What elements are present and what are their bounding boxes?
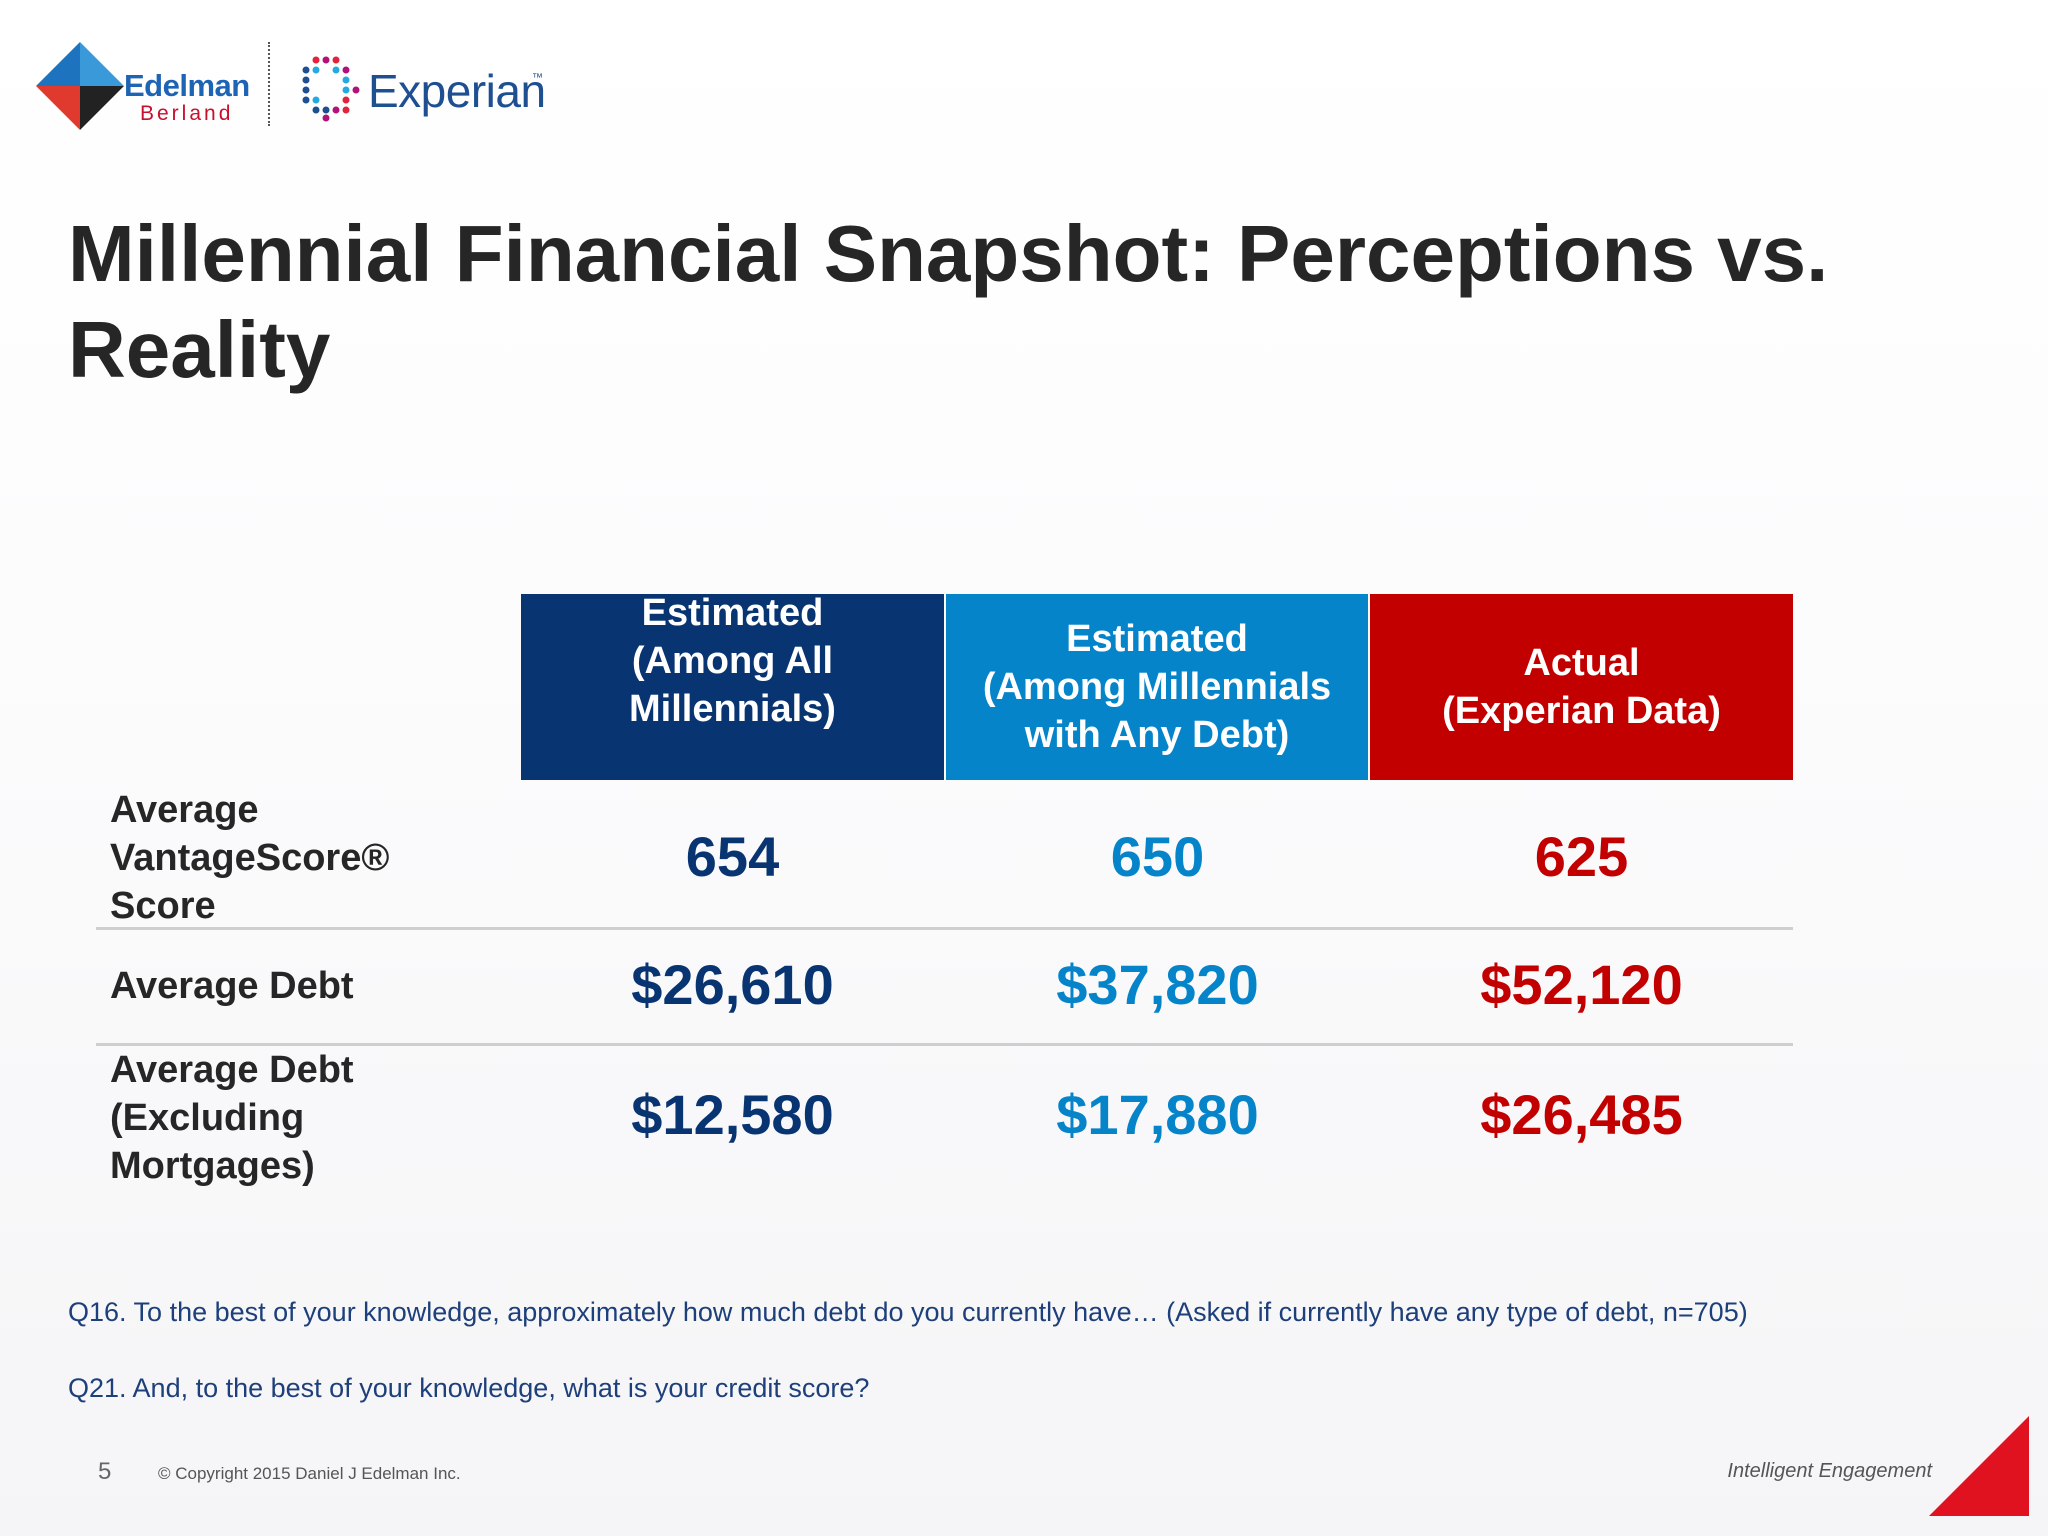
cell-debt-estimated-all: $26,610 [631, 953, 834, 1016]
slide-title: Millennial Financial Snapshot: Perceptio… [68, 209, 1829, 394]
berland-logo-text: Berland [140, 102, 234, 125]
row-label-vantagescore: Average VantageScore® Score [110, 789, 390, 927]
page-number: 5 [98, 1458, 112, 1485]
row-divider [96, 1043, 1793, 1046]
cell-nonmortgage-estimated-all: $12,580 [631, 1083, 834, 1146]
edelman-berland-logo: Edelman Berland [36, 42, 250, 132]
row-label-average-debt: Average Debt [110, 965, 354, 1007]
header-estimated-all-label: Estimated (Among All Millennials) [629, 592, 836, 730]
cell-vantagescore-actual: 625 [1534, 825, 1629, 888]
footnote-q16: Q16. To the best of your knowledge, appr… [68, 1297, 1748, 1327]
header-actual-label: Actual (Experian Data) [1442, 642, 1721, 732]
header-estimated-with-debt-label: Estimated (Among Millennials with Any De… [982, 618, 1332, 756]
header-actual: Actual (Experian Data) [1370, 594, 1793, 780]
experian-logo: Experian ™ [296, 52, 556, 126]
tagline: Intelligent Engagement [1727, 1460, 1932, 1482]
footnote-q21: Q21. And, to the best of your knowledge,… [68, 1373, 870, 1403]
row-divider [96, 927, 1793, 930]
experian-logo-text: Experian [368, 65, 546, 117]
edelman-logo-mark-icon [36, 42, 124, 130]
experian-trademark: ™ [532, 72, 543, 84]
experian-dots-mark-icon [302, 56, 360, 122]
header-estimated-all: Estimated (Among All Millennials) [521, 592, 944, 780]
corner-triangle-icon [1929, 1416, 2029, 1516]
cell-nonmortgage-estimated-debt: $17,880 [1056, 1083, 1259, 1146]
header-estimated-with-debt: Estimated (Among Millennials with Any De… [946, 594, 1368, 780]
copyright-text: © Copyright 2015 Daniel J Edelman Inc. [158, 1464, 461, 1483]
row-label-debt-excluding-mortgages: Average Debt (Excluding Mortgages) [110, 1049, 354, 1187]
cell-vantagescore-estimated-debt: 650 [1110, 825, 1205, 888]
cell-debt-actual: $52,120 [1480, 953, 1683, 1016]
logo-divider [268, 42, 270, 126]
cell-debt-estimated-debt: $37,820 [1056, 953, 1259, 1016]
edelman-logo-text: Edelman [124, 68, 250, 103]
cell-nonmortgage-actual: $26,485 [1480, 1083, 1683, 1146]
cell-vantagescore-estimated-all: 654 [685, 825, 780, 888]
